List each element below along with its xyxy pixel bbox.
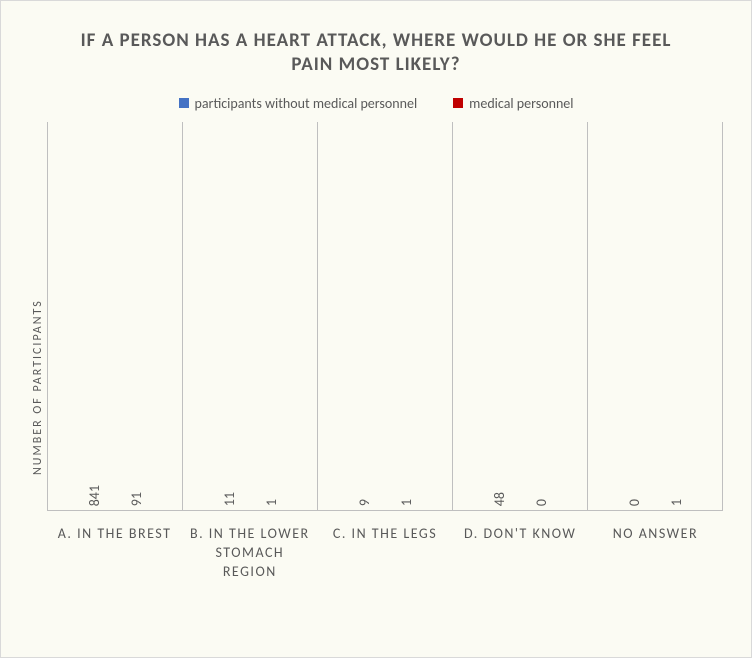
category-group: 91 <box>317 122 452 510</box>
data-label: 1 <box>668 499 685 506</box>
data-label: 11 <box>221 492 238 506</box>
legend-label-0: participants without medical personnel <box>195 95 418 112</box>
legend: participants without medical personnel m… <box>29 95 723 112</box>
bar-column: 91 <box>118 492 154 510</box>
data-label: 1 <box>263 499 280 506</box>
data-label: 9 <box>356 499 373 506</box>
legend-item-series-0: participants without medical personnel <box>179 95 418 112</box>
x-axis-label: D. DON'T KNOW <box>453 511 588 582</box>
bar-column: 1 <box>658 499 694 510</box>
legend-swatch-0 <box>179 98 189 108</box>
bar-column: 1 <box>253 499 289 510</box>
data-label: 0 <box>626 499 643 506</box>
chart-title: IF A PERSON HAS A HEART ATTACK, WHERE WO… <box>69 29 683 77</box>
bar-column: 0 <box>523 499 559 510</box>
bar-column: 0 <box>616 499 652 510</box>
category-group: 01 <box>587 122 723 510</box>
category-group: 48 0 <box>452 122 587 510</box>
bar-column: 1 <box>388 499 424 510</box>
category-group: 111 <box>182 122 317 510</box>
data-label: 1 <box>398 499 415 506</box>
plot-area: 841911119148001 <box>47 122 723 511</box>
category-group: 841 91 <box>47 122 182 510</box>
bar-column: 11 <box>211 492 247 510</box>
legend-item-series-1: medical personnel <box>453 95 573 112</box>
chart-container: IF A PERSON HAS A HEART ATTACK, WHERE WO… <box>0 0 752 658</box>
bar-column: 9 <box>346 499 382 510</box>
y-axis-title: NUMBER OF PARTICIPANTS <box>29 122 47 582</box>
x-axis-label: B. IN THE LOWER STOMACH REGION <box>182 511 317 582</box>
data-label: 0 <box>533 499 550 506</box>
x-axis-label: C. IN THE LEGS <box>317 511 452 582</box>
x-axis-label: NO ANSWER <box>588 511 723 582</box>
data-label: 841 <box>86 485 103 506</box>
data-label: 91 <box>128 492 145 506</box>
legend-swatch-1 <box>453 98 463 108</box>
legend-label-1: medical personnel <box>469 95 573 112</box>
plot: 841911119148001 A. IN THE BRESTB. IN THE… <box>47 122 723 582</box>
plot-wrap: NUMBER OF PARTICIPANTS 841911119148001 A… <box>29 122 723 582</box>
bar-column: 841 <box>76 485 112 510</box>
x-axis-label: A. IN THE BREST <box>47 511 182 582</box>
data-label: 48 <box>491 492 508 506</box>
x-axis-labels: A. IN THE BRESTB. IN THE LOWER STOMACH R… <box>47 511 723 582</box>
bar-column: 48 <box>481 492 517 510</box>
